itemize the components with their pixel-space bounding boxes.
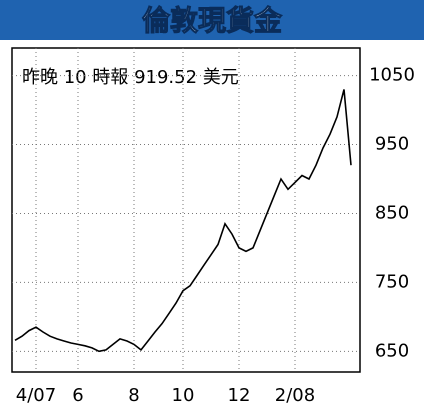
- plot-frame: [11, 47, 361, 373]
- x-tick-label: 6: [72, 385, 83, 406]
- y-tick-label: 950: [375, 134, 409, 155]
- x-tick-label: 8: [128, 385, 139, 406]
- chart-title: 倫敦現貨金: [142, 4, 283, 37]
- y-tick-label: 650: [375, 340, 409, 361]
- annotation: 昨晚 10 時報 919.52 美元: [22, 67, 239, 88]
- x-tick-label: 4/07: [16, 385, 56, 406]
- header-band: [0, 0, 424, 40]
- y-tick-label: 1050: [369, 65, 415, 86]
- x-tick-label: 10: [172, 385, 195, 406]
- x-tick-label: 12: [228, 385, 251, 406]
- x-tick-label: 2/08: [275, 385, 315, 406]
- price-line: [14, 89, 352, 353]
- y-tick-label: 850: [375, 202, 409, 223]
- y-tick-label: 750: [375, 271, 409, 292]
